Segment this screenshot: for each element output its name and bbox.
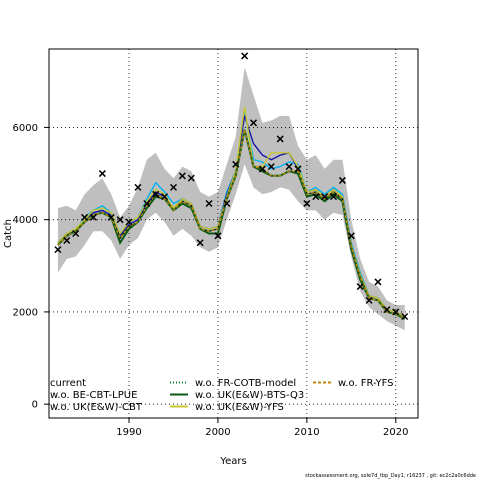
observed-point-1993 [152, 190, 160, 198]
observed-point-2015 [347, 232, 355, 240]
observed-point-1988 [107, 213, 115, 221]
observed-point-2013 [329, 193, 338, 201]
observed-point-2017 [365, 296, 373, 304]
observed-point-2007 [276, 135, 284, 143]
footnote: stockassessment.org, sole7d_tbp_Day1, r1… [305, 473, 476, 479]
legend-item-w-o-fr-cotb-model: w.o. FR-COTB-model [195, 378, 296, 389]
observed-points-layer [54, 52, 409, 321]
legend-item-current: current [50, 378, 86, 389]
series-layer [57, 106, 406, 320]
observed-point-2010 [303, 199, 311, 208]
legend-item-w-o-uk-e-w-bts-q3: w.o. UK(E&W)-BTS-Q3 [195, 390, 304, 401]
x-tick-label-2000: 2000 [205, 427, 230, 438]
observed-point-2008 [285, 163, 293, 171]
observed-point-1982 [54, 246, 62, 254]
observed-point-2021 [401, 312, 409, 321]
y-tick-label-4000: 4000 [13, 215, 38, 226]
observed-point-2016 [356, 283, 364, 291]
grid-layer [49, 49, 418, 418]
x-axis-title: Years [219, 456, 246, 467]
x-tick-label-1990: 1990 [116, 427, 141, 438]
confidence-band-layer [57, 67, 405, 331]
y-tick-label-2000: 2000 [13, 307, 38, 318]
observed-point-1985 [81, 213, 89, 221]
y-tick-label-0: 0 [32, 400, 38, 411]
observed-point-2005 [258, 165, 266, 173]
plot-frame [48, 48, 419, 419]
legend-item-w-o-uk-e-w-cbt: w.o. UK(E&W)-CBT [50, 402, 143, 413]
observed-point-1989 [116, 216, 124, 224]
observed-point-2001 [223, 199, 231, 208]
observed-point-2004 [249, 119, 258, 127]
observed-point-2020 [392, 308, 400, 316]
observed-point-1984 [72, 229, 80, 238]
observed-point-2000 [214, 232, 222, 240]
series-line-w-o-fr-yfs [57, 129, 406, 320]
axes-layer: 1990 2000 2010 2020 0 2000 4000 6000 [13, 123, 409, 438]
observed-point-2003 [241, 52, 249, 60]
observed-point-2014 [338, 176, 346, 184]
observed-point-2009 [294, 165, 302, 173]
y-tick-label-6000: 6000 [13, 123, 38, 134]
observed-point-1997 [187, 174, 195, 182]
observed-point-2006 [267, 163, 275, 171]
x-tick-label-2020: 2020 [383, 427, 408, 438]
observed-point-1996 [178, 172, 186, 180]
observed-point-1983 [63, 236, 71, 244]
observed-point-2019 [383, 306, 391, 314]
observed-point-1990 [125, 218, 133, 226]
legend-item-w-o-fr-yfs: w.o. FR-YFS [338, 378, 394, 389]
observed-point-2012 [321, 193, 329, 201]
legend-item-w-o-uk-e-w-yfs: w.o. UK(E&W)-YFS [195, 402, 284, 413]
observed-point-1998 [196, 239, 204, 247]
observed-point-1987 [98, 170, 106, 178]
observed-point-1992 [143, 199, 151, 208]
x-tick-label-2010: 2010 [294, 427, 319, 438]
observed-point-1995 [169, 183, 178, 191]
observed-point-1999 [205, 199, 213, 208]
observed-point-2018 [374, 278, 382, 286]
series-line-w-o-uk-e-w-yfs [57, 106, 406, 318]
observed-point-1994 [161, 193, 169, 201]
legend-item-w-o-be-cbt-lpue: w.o. BE-CBT-LPUE [50, 390, 137, 401]
observed-point-1986 [89, 213, 97, 221]
observed-point-2011 [312, 193, 320, 201]
confidence-band [57, 67, 405, 331]
observed-point-1991 [134, 183, 142, 191]
y-axis-title: Catch [3, 219, 14, 248]
observed-point-2002 [232, 160, 240, 168]
